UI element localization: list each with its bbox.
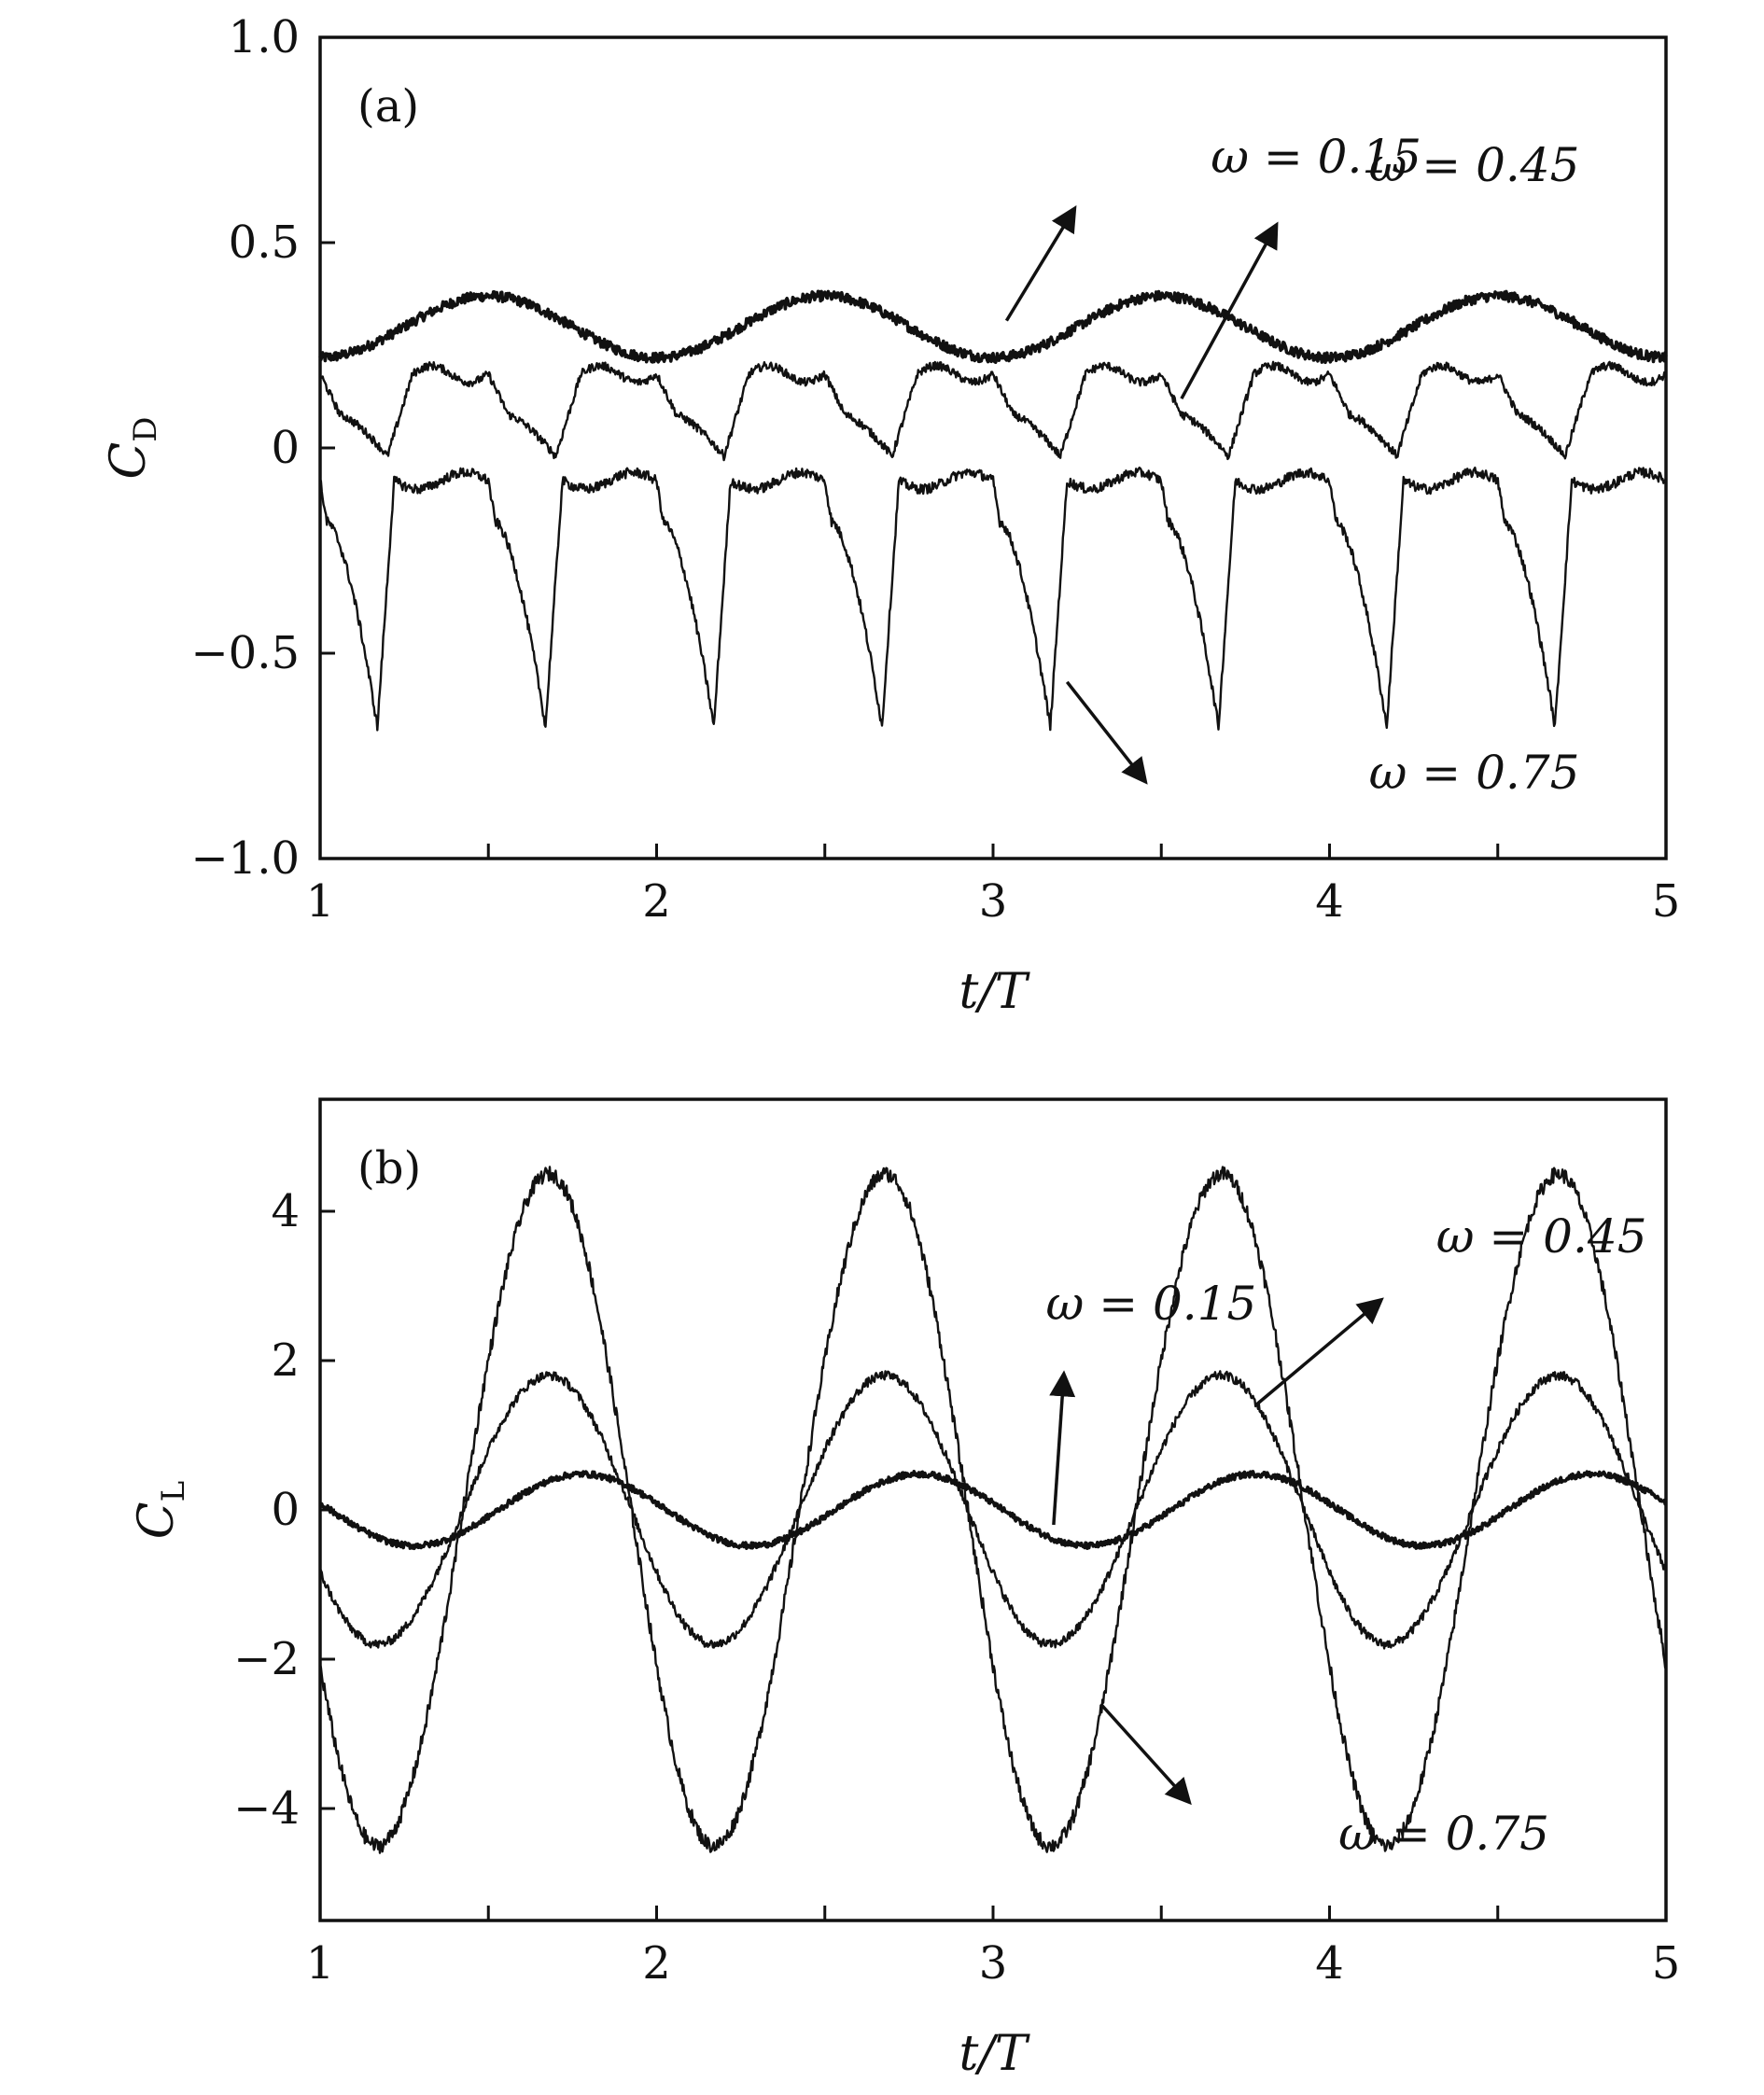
y-axis-label: CL [129,1481,192,1539]
annotation-label: ω = 0.75 [1338,1807,1549,1861]
series-line [318,360,1668,462]
x-tick-label: 1 [306,875,335,928]
annotation-arrow [1065,680,1148,785]
panel-label: (a) [357,80,419,133]
annotation-label: ω = 0.45 [1369,138,1580,192]
series-line [318,467,1668,732]
x-tick-label: 4 [1315,1937,1344,1990]
y-tick-label: 4 [271,1185,300,1237]
chart-panel-b: 1 2 3 4 5 −4 −2 0 2 4 (b) t/T CL ω = 0.15 ω = 0.45 ω = … [129,1097,1681,2082]
series-line [318,289,1668,365]
x-axis-label: t/T [959,964,1029,1020]
x-tick-label: 2 [642,875,671,928]
y-axis-label: CD [101,416,164,479]
x-tick-label: 3 [979,875,1008,928]
annotation-label: ω = 0.75 [1369,746,1580,800]
y-tick-label: 0.5 [229,216,300,269]
x-tick-label: 5 [1652,1937,1681,1990]
x-tick-label: 1 [306,1937,335,1990]
y-tick-label: 1.0 [229,11,300,63]
x-tick-label: 5 [1652,875,1681,928]
x-axis-label: t/T [959,2026,1029,2082]
y-tick-label: −0.5 [190,627,300,679]
x-tick-label: 4 [1315,875,1344,928]
annotation-arrow [1049,1370,1076,1526]
annotation-label: ω = 0.15 [1046,1277,1257,1331]
series-line [318,1470,1668,1551]
panel-label: (b) [357,1142,421,1194]
annotation-arrow [1180,221,1279,400]
y-tick-label: −2 [233,1633,300,1685]
annotation-label: ω = 0.45 [1436,1209,1647,1264]
y-tick-label: 2 [271,1334,300,1387]
y-tick-label: 0 [271,422,300,474]
annotation-label: ω = 0.15 [1211,130,1421,184]
annotation-arrow [1254,1297,1384,1407]
series-line [318,1370,1668,1650]
y-tick-label: 0 [271,1484,300,1536]
x-tick-label: 3 [979,1937,1008,1990]
annotation-arrow [1099,1702,1192,1806]
x-tick-label: 2 [642,1937,671,1990]
y-tick-label: −4 [233,1782,300,1835]
y-tick-label: −1.0 [190,832,300,885]
annotation-arrow [1004,205,1077,322]
series-line [318,1166,1668,1854]
